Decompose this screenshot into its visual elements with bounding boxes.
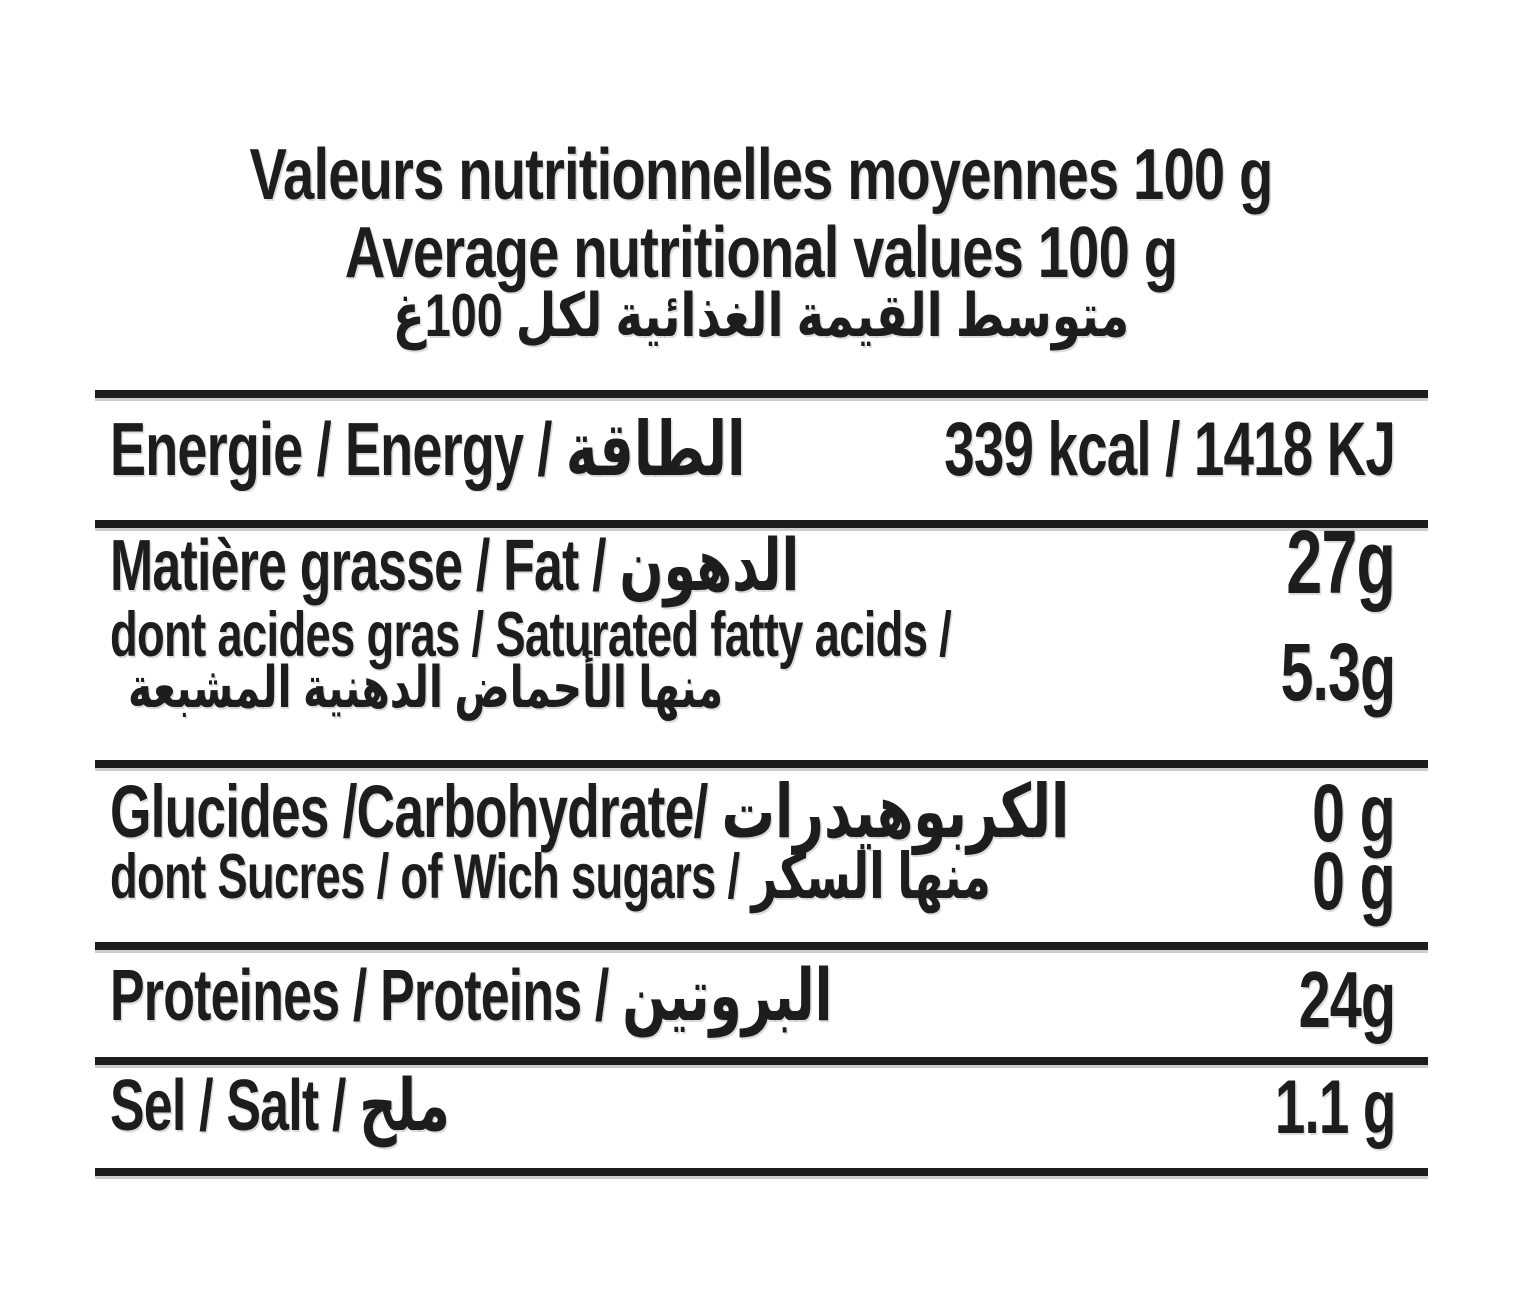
fat-row-value: 27g: [1286, 513, 1396, 613]
protein-row-label: Proteines / Proteins / البروتين: [110, 956, 833, 1036]
title-english: Average nutritional values 100 g: [344, 213, 1178, 293]
divider-after-fat: [95, 760, 1428, 768]
energy-row-value: 339 kcal / 1418 KJ: [944, 407, 1396, 492]
divider-after-carbohydrate: [95, 942, 1428, 950]
saturated-fat-row-value: 5.3g: [1280, 627, 1395, 718]
sugars-row-value: 0 g: [1312, 836, 1396, 927]
energy-row-label: Energie / Energy / الطاقة: [110, 407, 746, 491]
title-french: Valeurs nutritionnelles moyennes 100 g: [249, 135, 1274, 215]
divider-bottom: [95, 1168, 1428, 1176]
salt-row-value: 1.1 g: [1274, 1065, 1395, 1150]
carbohydrate-row-value: 0 g: [1312, 768, 1396, 859]
protein-row-value: 24g: [1298, 955, 1396, 1044]
divider-top: [95, 390, 1428, 398]
saturated-fat-row-label-arabic: منها الأحماض الدهنية المشبعة: [128, 656, 724, 720]
divider-after-protein: [95, 1057, 1428, 1065]
carbohydrate-row-label: Glucides /Carbohydrate/ الكربوهيدرات: [110, 770, 1070, 853]
sugars-row-label: dont Sucres / of Wich sugars / منها السك…: [110, 842, 992, 912]
fat-row-label: Matière grasse / Fat / الدهون: [110, 526, 800, 606]
divider-after-energy: [95, 520, 1428, 528]
salt-row-label: Sel / Salt / ملح: [110, 1066, 451, 1146]
saturated-fat-row-label: dont acides gras / Saturated fatty acids…: [110, 600, 952, 670]
title-arabic: متوسط القيمة الغذائية لكل 100غ: [392, 282, 1130, 349]
